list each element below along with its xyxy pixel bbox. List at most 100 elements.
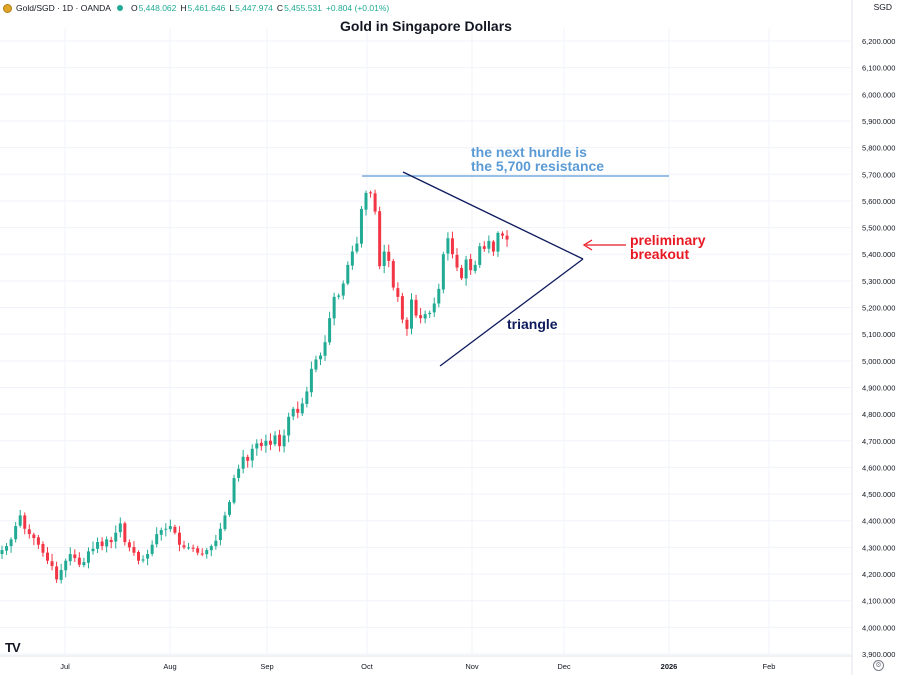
y-tick-label: 5,500.000	[862, 224, 895, 233]
breakout-arrow-head	[582, 239, 593, 251]
resistance-note-line1: the next hurdle is	[471, 144, 587, 160]
candle-body	[446, 238, 450, 254]
candle-body	[164, 528, 168, 530]
y-tick-label: 4,200.000	[862, 570, 895, 579]
close-label: C	[276, 3, 284, 13]
candle-body	[209, 546, 213, 551]
candle-body	[291, 408, 295, 417]
candle-body	[437, 288, 441, 304]
candle-body	[9, 539, 13, 547]
time-axis[interactable]: Jul Aug Sep Oct Nov Dec 2026 Feb	[60, 662, 775, 671]
candle-body	[400, 296, 404, 320]
candle-body	[173, 526, 177, 533]
candle-body	[410, 299, 413, 329]
candle-body	[273, 435, 277, 445]
candle-body	[218, 528, 222, 541]
x-tick-label: Dec	[557, 662, 571, 671]
y-tick-label: 4,500.000	[862, 490, 895, 499]
candle-body	[228, 502, 231, 515]
currency-label[interactable]: SGD	[873, 2, 892, 12]
candle-body	[268, 440, 272, 445]
candle-body	[482, 246, 486, 249]
candle-body	[137, 551, 140, 561]
candle-body	[405, 319, 409, 329]
candle-body	[200, 553, 204, 555]
candle-body	[287, 416, 291, 436]
price-axis[interactable]: 3,900.000 4,000.000 4,100.000 4,200.000 4,30…	[862, 37, 895, 659]
y-tick-label: 4,400.000	[862, 517, 895, 526]
y-tick-label: 5,000.000	[862, 357, 895, 366]
y-tick-label: 4,900.000	[862, 383, 895, 392]
candle-body	[491, 241, 495, 252]
y-tick-label: 5,100.000	[862, 330, 895, 339]
candle-body	[36, 537, 40, 545]
high-value: 5,461.646	[187, 3, 226, 13]
candle-body	[428, 312, 432, 315]
candle-body	[187, 547, 191, 549]
candle-body	[396, 288, 400, 297]
candle-body	[64, 560, 68, 571]
change-value: +0.804 (+0.01%)	[325, 3, 390, 13]
candle-body	[100, 541, 104, 547]
candle-body	[328, 318, 332, 343]
breakout-note-line1: preliminary	[630, 232, 706, 248]
symbol-name[interactable]: Gold/SGD · 1D · OANDA	[16, 3, 111, 13]
candle-body	[246, 456, 250, 461]
y-tick-label: 5,800.000	[862, 144, 895, 153]
y-tick-label: 6,100.000	[862, 64, 895, 73]
candle-body	[264, 440, 268, 446]
candle-body	[337, 295, 341, 297]
candle-body	[423, 314, 427, 319]
candle-body	[114, 532, 118, 542]
candle-body	[460, 267, 464, 279]
tradingview-logo-icon[interactable]: TV	[5, 640, 21, 655]
candle-body	[323, 342, 327, 356]
candle-body	[255, 443, 259, 449]
candle-body	[314, 359, 318, 370]
candle-body	[223, 515, 227, 530]
high-label: H	[180, 3, 187, 13]
candle-body	[501, 233, 504, 236]
candle-body	[205, 550, 209, 555]
candle-body	[241, 456, 245, 469]
candle-body	[237, 468, 241, 478]
candle-body	[32, 534, 36, 539]
candle-body	[96, 542, 100, 549]
candle-body	[141, 559, 145, 561]
low-value: 5,447.974	[235, 3, 273, 13]
candle-body	[0, 550, 4, 555]
candle-body	[46, 552, 49, 561]
candle-body	[473, 264, 477, 271]
triangle-upper-trendline	[402, 171, 584, 260]
candle-body	[18, 515, 22, 526]
settings-gear-icon[interactable]: ⚙	[873, 660, 884, 671]
y-tick-label: 5,300.000	[862, 277, 895, 286]
candle-body	[432, 303, 436, 313]
candle-body	[155, 534, 159, 545]
y-tick-label: 5,900.000	[862, 117, 895, 126]
candle-body	[168, 526, 172, 530]
triangle-lower-trendline	[439, 258, 584, 367]
candle-body	[127, 542, 131, 548]
y-tick-label: 5,400.000	[862, 250, 895, 259]
chart-grid	[0, 0, 853, 675]
y-tick-label: 4,300.000	[862, 543, 895, 552]
candle-body	[282, 435, 286, 447]
candle-body	[150, 544, 154, 554]
market-open-dot-icon	[116, 5, 123, 11]
candle-body	[196, 548, 200, 553]
candle-body	[382, 251, 386, 267]
low-label: L	[229, 3, 235, 13]
candle-body	[387, 251, 391, 261]
candle-body	[450, 238, 454, 255]
candle-body	[132, 547, 136, 553]
candle-body	[27, 529, 31, 535]
y-tick-label: 5,200.000	[862, 304, 895, 313]
candle-body	[355, 243, 359, 252]
candle-body	[232, 478, 236, 503]
y-tick-label: 6,200.000	[862, 37, 895, 46]
candle-body	[296, 408, 300, 413]
gold-coin-icon	[3, 3, 12, 13]
candle-body	[319, 355, 322, 360]
